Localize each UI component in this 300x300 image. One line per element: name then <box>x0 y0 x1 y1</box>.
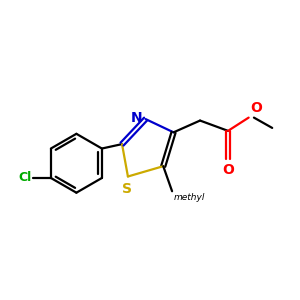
Text: methyl: methyl <box>174 193 205 202</box>
Text: Cl: Cl <box>19 172 32 184</box>
Text: N: N <box>130 111 142 124</box>
Text: O: O <box>222 163 234 177</box>
Text: S: S <box>122 182 132 196</box>
Text: O: O <box>250 101 262 115</box>
